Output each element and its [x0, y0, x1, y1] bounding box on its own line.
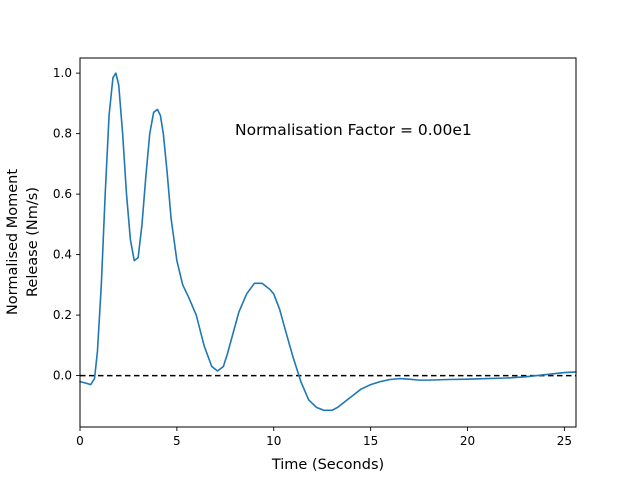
y-tick-label: 0.0 — [53, 369, 72, 383]
axes-frame — [79, 57, 577, 428]
plot-layer — [79, 72, 577, 412]
series-line-0 — [79, 72, 577, 412]
x-axis-label: Time (Seconds) — [271, 457, 384, 473]
ticks-layer: 0 5 10 15 20 25 0.0 0.2 0.4 0.6 0.8 1.0 — [53, 66, 572, 448]
y-tick-label: 0.2 — [53, 308, 72, 322]
y-tick-label: 0.4 — [53, 248, 72, 262]
y-axis-label-line-1: Normalised Moment — [5, 169, 21, 315]
y-tick-label: 1.0 — [53, 66, 72, 80]
y-tick-label: 0.8 — [53, 127, 72, 141]
x-tick-label: 20 — [460, 434, 475, 448]
normalisation-factor-annotation: Normalisation Factor = 0.00e1 — [235, 121, 472, 139]
x-tick-label: 15 — [363, 434, 378, 448]
x-tick-label: 25 — [557, 434, 572, 448]
x-tick-label: 10 — [266, 434, 281, 448]
x-tick-label: 5 — [173, 434, 181, 448]
y-axis-label-line-2: Release (Nm/s) — [25, 187, 41, 297]
y-tick-label: 0.6 — [53, 187, 72, 201]
x-tick-label: 0 — [76, 434, 84, 448]
